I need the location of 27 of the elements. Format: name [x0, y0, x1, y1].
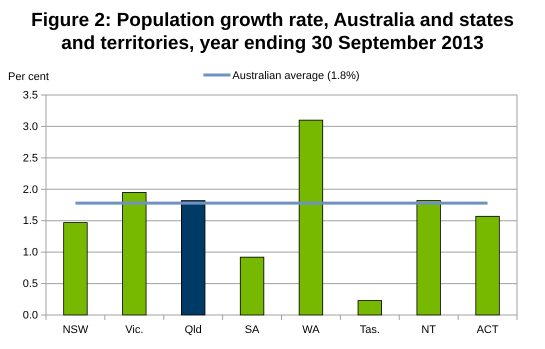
bar [181, 200, 206, 316]
bar [358, 300, 382, 316]
y-tick-label: 1.5 [22, 215, 38, 228]
x-tick-label: Tas. [360, 324, 380, 336]
x-tick-label: NSW [62, 324, 89, 336]
bar [240, 256, 264, 316]
y-tick-label: 0.0 [22, 310, 38, 322]
x-tick-label: Qld [184, 324, 202, 336]
y-tick-label: 1.0 [22, 246, 38, 259]
x-tick-label: Vic. [125, 324, 144, 336]
y-axis-title: Per cent [8, 71, 49, 83]
y-tick-label: 3.5 [22, 90, 38, 102]
x-tick-label: ACT [476, 324, 499, 336]
bar [122, 192, 146, 316]
legend-label: Australian average (1.8%) [232, 70, 360, 82]
y-tick-label: 2.5 [22, 152, 38, 164]
bar [63, 222, 88, 316]
bar [416, 200, 441, 316]
bar [475, 216, 500, 316]
y-tick-label: 3.0 [22, 120, 38, 133]
y-tick-label: 0.5 [22, 278, 38, 290]
x-tick-label: SA [244, 324, 260, 336]
x-tick-label: WA [302, 324, 320, 336]
x-tick-label: NT [421, 324, 436, 336]
chart-title: Figure 2: Population growth rate, Australia and states and territories, year ending 30 September 2013 [31, 10, 514, 54]
y-tick-label: 2.0 [22, 184, 38, 196]
bar [298, 120, 324, 316]
